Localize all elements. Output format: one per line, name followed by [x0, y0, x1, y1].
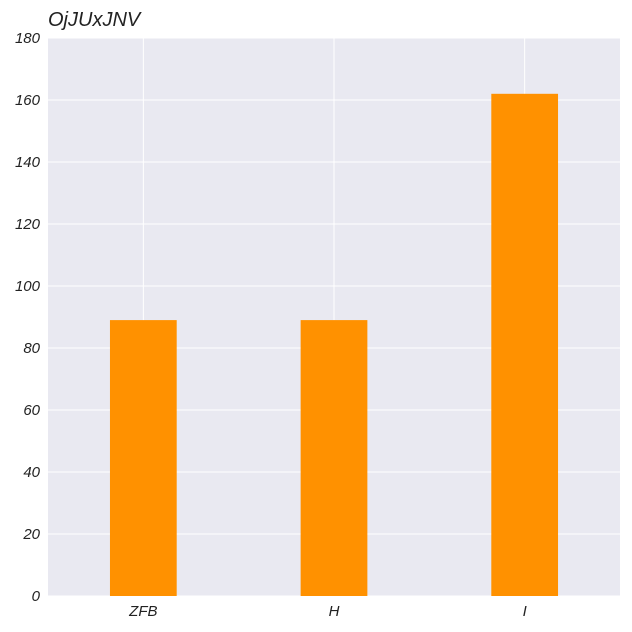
y-axis-ticks: 0 20 40 60 80 100 120 140 160 180: [15, 30, 41, 605]
y-tick-label: 120: [15, 216, 41, 233]
y-tick-label: 0: [32, 588, 41, 605]
x-tick-label: ZFB: [128, 603, 157, 620]
y-tick-label: 80: [23, 340, 40, 357]
x-tick-label: I: [523, 603, 527, 620]
y-tick-label: 140: [15, 154, 41, 171]
y-tick-label: 20: [22, 526, 40, 543]
y-tick-label: 100: [15, 278, 41, 295]
bar-i: [491, 93, 559, 597]
y-tick-label: 40: [23, 464, 40, 481]
y-tick-label: 160: [15, 92, 41, 109]
y-tick-label: 60: [23, 402, 40, 419]
y-tick-label: 180: [15, 30, 41, 47]
x-tick-label: H: [329, 603, 340, 620]
chart-title: OjJUxJNV: [48, 9, 142, 31]
x-axis-ticks: ZFB H I: [128, 603, 527, 620]
bar-h: [300, 320, 368, 596]
bar-zfb: [109, 320, 177, 596]
bars: [109, 93, 559, 597]
